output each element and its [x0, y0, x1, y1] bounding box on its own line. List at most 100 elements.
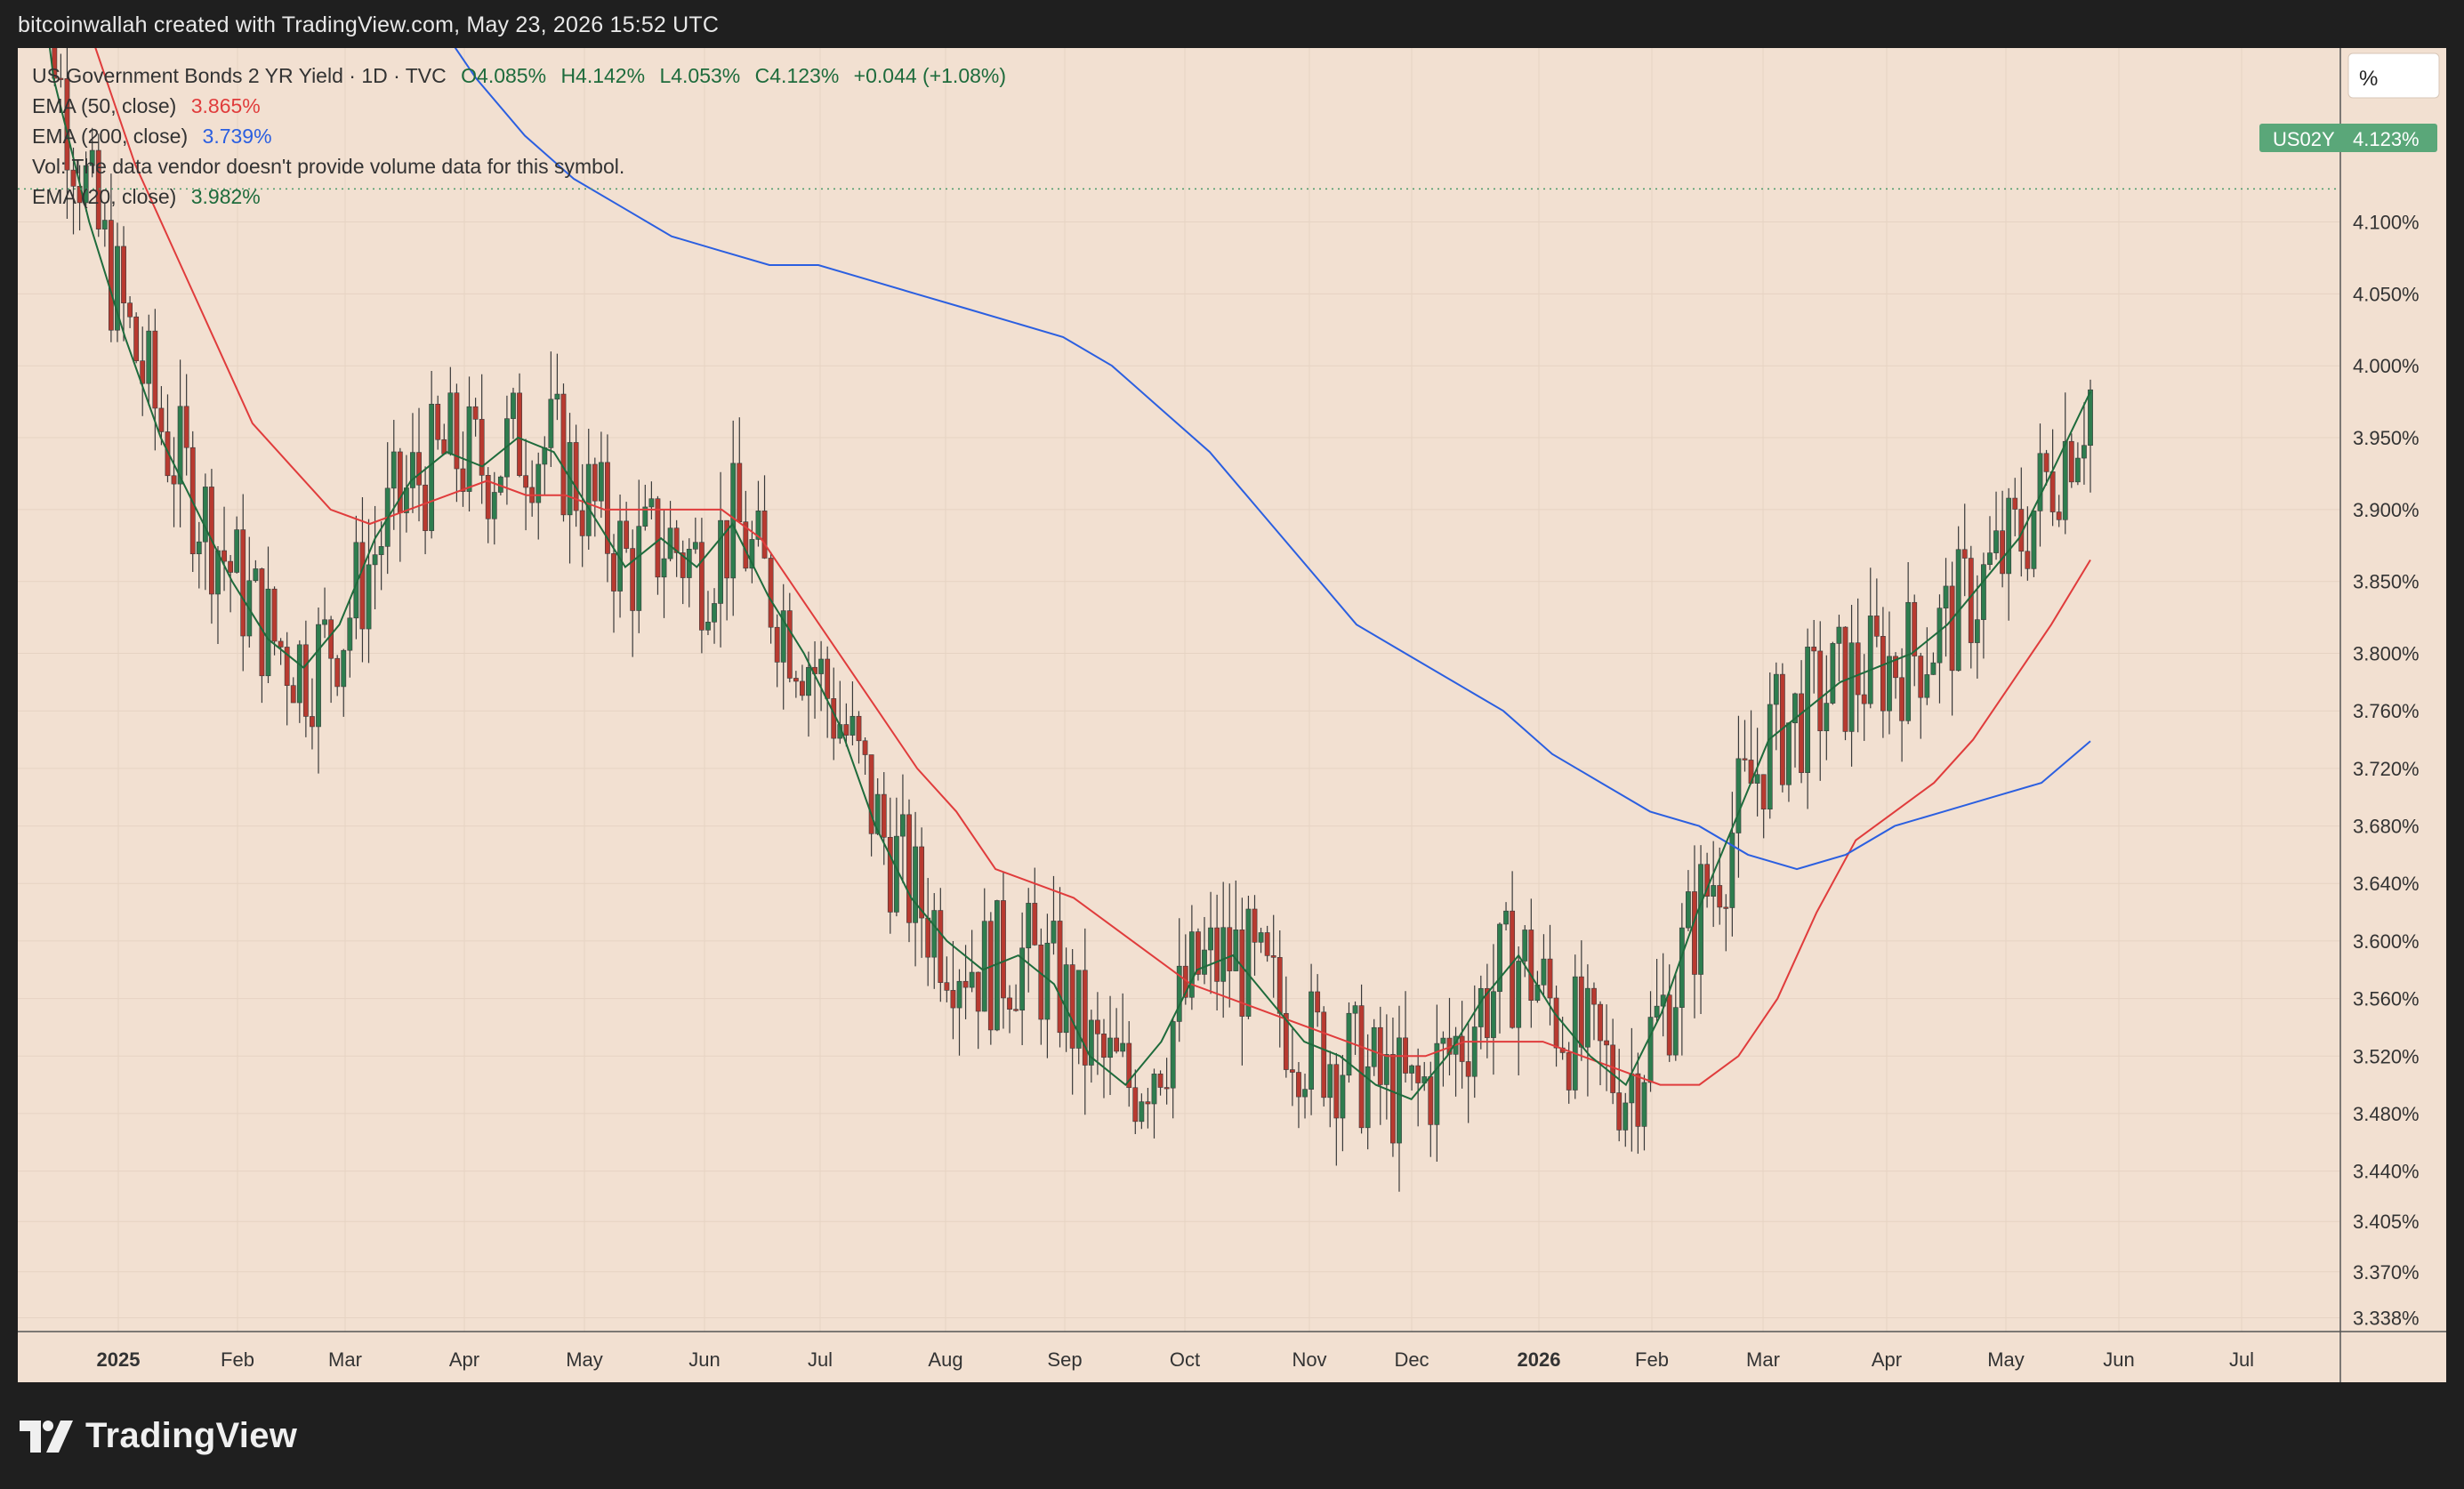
- candle-body: [322, 619, 327, 625]
- candle-body: [1855, 642, 1861, 696]
- ohlc-low: L4.053%: [659, 64, 741, 87]
- candle-body: [630, 548, 636, 611]
- candle-body: [1032, 903, 1038, 946]
- candle-body: [1584, 987, 1590, 1048]
- price-tick-label: 4.050%: [2353, 283, 2420, 305]
- time-tick-label: May: [566, 1348, 603, 1371]
- candle-body: [1961, 549, 1968, 559]
- time-tick-label: 2025: [97, 1348, 141, 1371]
- candle-body: [1918, 656, 1924, 698]
- candle-body: [2031, 511, 2037, 569]
- price-tick-label: 3.440%: [2353, 1161, 2420, 1183]
- candle-body: [605, 462, 610, 554]
- candle-body: [1202, 949, 1207, 975]
- candle-body: [1666, 994, 1672, 1056]
- candle-body: [1220, 927, 1227, 982]
- badge-ticker: US02Y: [2273, 128, 2335, 150]
- candle-body: [372, 554, 378, 566]
- candle-body: [1742, 758, 1748, 761]
- candle-body: [1188, 931, 1195, 998]
- legend-symbol-row[interactable]: US Government Bonds 2 YR Yield · 1D · TV…: [32, 60, 1006, 91]
- candle-body: [1289, 1069, 1295, 1073]
- tradingview-brand: TradingView: [85, 1416, 298, 1455]
- candle-body: [636, 526, 642, 611]
- candle-body: [2000, 530, 2006, 575]
- candle-body: [196, 541, 202, 555]
- candle-body: [1912, 601, 1918, 656]
- candle-body: [1352, 1005, 1358, 1014]
- candle-body: [52, 48, 58, 79]
- price-tick-label: 4.000%: [2353, 355, 2420, 377]
- legend-ema200-row[interactable]: EMA (200, close) 3.739%: [32, 121, 1006, 151]
- ema-line-1: [454, 48, 2091, 871]
- candle-body: [1270, 955, 1276, 958]
- legend-volume-row[interactable]: Vol: The data vendor doesn't provide vol…: [32, 151, 1006, 181]
- candle-body: [391, 451, 397, 489]
- candle-body: [1817, 650, 1824, 732]
- price-tick-label: 3.600%: [2353, 930, 2420, 953]
- unit-button[interactable]: %: [2347, 52, 2440, 99]
- candle-body: [592, 463, 598, 502]
- candle-body: [152, 330, 158, 409]
- candle-body: [1409, 1065, 1415, 1074]
- price-tick-label: 3.680%: [2353, 816, 2420, 838]
- candle-body: [2049, 471, 2056, 512]
- time-tick-label: Jul: [2229, 1348, 2254, 1371]
- price-chart[interactable]: 4.100% 4.050% 4.000% 3.950% 3.900% 3.850% 3.80…: [18, 48, 2446, 1382]
- candle-body: [1233, 930, 1239, 971]
- candle-body: [1264, 932, 1270, 956]
- ohlc-close: C4.123%: [754, 64, 840, 87]
- candle-body: [1390, 1054, 1396, 1144]
- candle-body: [1503, 910, 1509, 925]
- candle-body: [1082, 970, 1088, 1066]
- candle-body: [1704, 864, 1711, 897]
- legend-ema50-row[interactable]: EMA (50, close) 3.865%: [32, 91, 1006, 121]
- candle-body: [548, 398, 554, 448]
- candle-body: [1471, 1026, 1478, 1077]
- candle-body: [1516, 961, 1522, 1028]
- candle-body: [1239, 930, 1245, 1017]
- candle-body: [491, 492, 497, 519]
- candle-body: [1044, 942, 1051, 1020]
- candle-body: [900, 814, 906, 837]
- candle-body: [271, 588, 278, 642]
- candle-body: [692, 542, 698, 550]
- candle-body: [1654, 1005, 1660, 1018]
- chart-legend: US Government Bonds 2 YR Yield · 1D · TV…: [32, 60, 1006, 212]
- price-axis[interactable]: 4.100% 4.050% 4.000% 3.950% 3.900% 3.850% 3.80…: [2353, 212, 2420, 1330]
- candle-body: [1346, 1012, 1352, 1076]
- candle-body: [560, 393, 567, 516]
- price-tick-label: 3.640%: [2353, 873, 2420, 895]
- candle-body: [1484, 987, 1490, 1038]
- candle-body: [598, 462, 604, 502]
- candle-body: [2068, 440, 2074, 483]
- candle-body: [585, 463, 592, 536]
- candle-body: [1811, 647, 1817, 652]
- candle-body: [1836, 626, 1842, 644]
- ema-line-0: [94, 48, 2091, 1086]
- candle-body: [1340, 1074, 1346, 1119]
- candle-body: [485, 475, 491, 519]
- chart-area[interactable]: [18, 48, 2446, 1382]
- candle-body: [228, 560, 234, 573]
- candle-body: [1754, 774, 1760, 784]
- tradingview-logo[interactable]: TradingView: [20, 1416, 297, 1456]
- legend-ema20-row[interactable]: EMA (20, close) 3.982%: [32, 181, 1006, 212]
- candle-body: [1428, 1076, 1434, 1125]
- ema-line-2: [48, 48, 2091, 1101]
- candle-body: [310, 716, 315, 728]
- candle-body: [1735, 758, 1742, 833]
- unit-label: %: [2359, 67, 2378, 91]
- time-axis[interactable]: 2025 Feb Mar Apr May Jun Jul Aug Sep Oct Nov Dec 202…: [97, 1348, 2255, 1371]
- candle-body: [133, 316, 140, 361]
- candle-body: [1126, 1042, 1132, 1089]
- candle-body: [359, 542, 366, 630]
- candle-body: [944, 982, 950, 991]
- candle-body: [931, 910, 938, 958]
- candle-body: [893, 835, 899, 913]
- candle-body: [780, 610, 786, 663]
- candle-body: [1151, 1074, 1157, 1105]
- ema200-label: EMA (200, close): [32, 125, 189, 148]
- candle-body: [171, 475, 177, 485]
- candle-body: [127, 302, 133, 318]
